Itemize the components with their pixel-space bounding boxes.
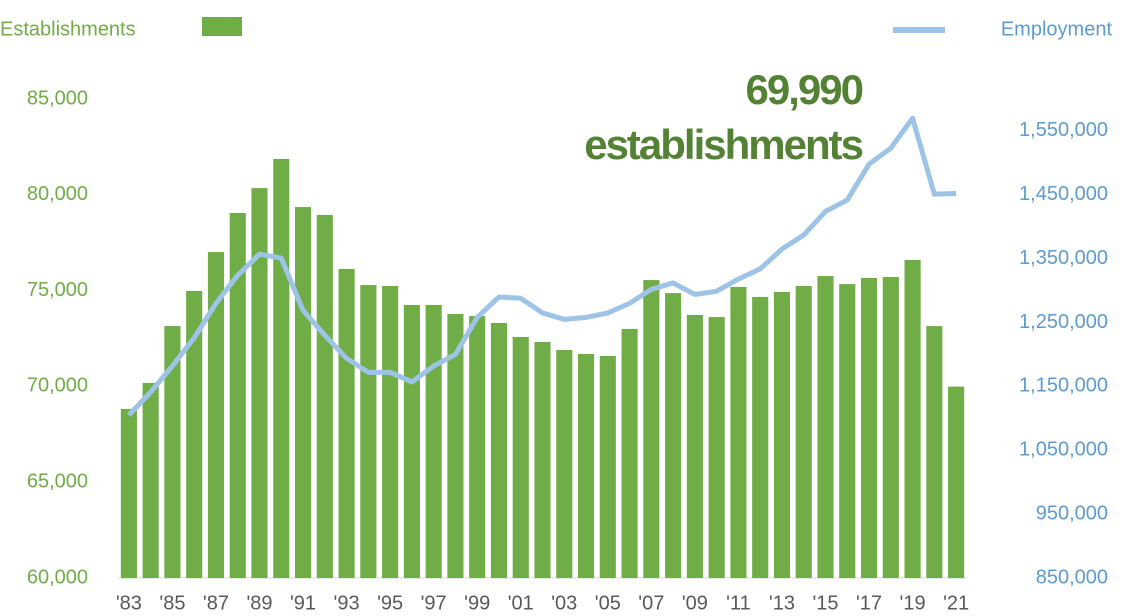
y2-tick-label: 1,050,000	[1019, 439, 1108, 461]
bar	[403, 304, 420, 578]
y-tick-label: 65,000	[27, 470, 88, 492]
bar	[425, 304, 442, 578]
x-tick-label: '85	[159, 592, 185, 614]
x-tick-label: '07	[638, 592, 664, 614]
x-tick-label: '05	[595, 592, 621, 614]
x-tick-label: '15	[812, 592, 838, 614]
y-tick-label: 70,000	[27, 375, 88, 397]
bar	[839, 284, 856, 578]
y-tick-label: 85,000	[27, 87, 88, 109]
bar	[229, 213, 246, 578]
bar	[882, 276, 899, 578]
bar	[795, 286, 812, 578]
line	[127, 115, 957, 417]
y2-tick-label: 1,550,000	[1019, 119, 1108, 141]
x-tick-label: '19	[900, 592, 926, 614]
bar	[708, 317, 725, 578]
bar	[469, 316, 486, 578]
x-tick-label: '95	[377, 592, 403, 614]
x-tick-label: '09	[682, 592, 708, 614]
annotation: 69,990	[746, 66, 863, 113]
x-tick-label: '17	[856, 592, 882, 614]
y-tick-label: 60,000	[27, 566, 88, 588]
bar	[752, 296, 769, 578]
bar	[665, 293, 682, 578]
bar	[207, 252, 225, 579]
bar	[316, 214, 333, 578]
bar	[251, 188, 268, 578]
x-tick-label: '99	[464, 592, 490, 614]
y-tick-label: 75,000	[27, 279, 88, 301]
y-tick-label: 80,000	[27, 183, 88, 205]
bar	[773, 291, 791, 578]
bar	[599, 355, 616, 578]
bar	[142, 382, 159, 578]
bar	[447, 313, 464, 578]
legend-label: Establishments	[0, 18, 136, 40]
x-tick-label: '91	[290, 592, 316, 614]
bar	[686, 314, 703, 578]
x-tick-label: '03	[551, 592, 577, 614]
bar	[512, 336, 529, 578]
bar	[817, 276, 834, 578]
legend-label: Employment	[1001, 18, 1113, 40]
bar	[490, 322, 508, 578]
x-tick-label: '01	[508, 592, 534, 614]
x-tick-label: '89	[246, 592, 272, 614]
y2-tick-label: 950,000	[1036, 502, 1108, 524]
y2-tick-label: 1,450,000	[1019, 183, 1108, 205]
bar	[904, 259, 921, 578]
bar	[120, 409, 137, 578]
x-tick-label: '21	[943, 592, 969, 614]
bar	[164, 326, 181, 578]
x-tick-label: '97	[421, 592, 447, 614]
bar	[186, 290, 203, 578]
bar	[534, 341, 551, 578]
x-tick-label: '93	[334, 592, 360, 614]
bar	[730, 286, 747, 578]
bar	[273, 158, 290, 578]
bar	[360, 285, 377, 578]
bar	[926, 326, 943, 578]
legend-swatch	[202, 17, 242, 36]
x-tick-label: '83	[116, 592, 142, 614]
y2-tick-label: 850,000	[1036, 566, 1108, 588]
bar	[338, 268, 355, 578]
y2-tick-label: 1,250,000	[1019, 311, 1108, 333]
x-tick-label: '11	[726, 592, 751, 614]
bar	[556, 349, 573, 578]
bar	[382, 286, 399, 578]
bar	[621, 328, 638, 578]
bar	[643, 280, 660, 578]
bar	[860, 277, 878, 578]
y2-tick-label: 1,150,000	[1019, 375, 1108, 397]
bar	[577, 354, 595, 578]
annotation: establishments	[584, 121, 862, 168]
x-tick-label: '13	[769, 592, 795, 614]
bar	[948, 386, 965, 578]
y2-tick-label: 1,350,000	[1019, 247, 1108, 269]
x-tick-label: '87	[203, 592, 229, 614]
bar	[294, 207, 312, 579]
